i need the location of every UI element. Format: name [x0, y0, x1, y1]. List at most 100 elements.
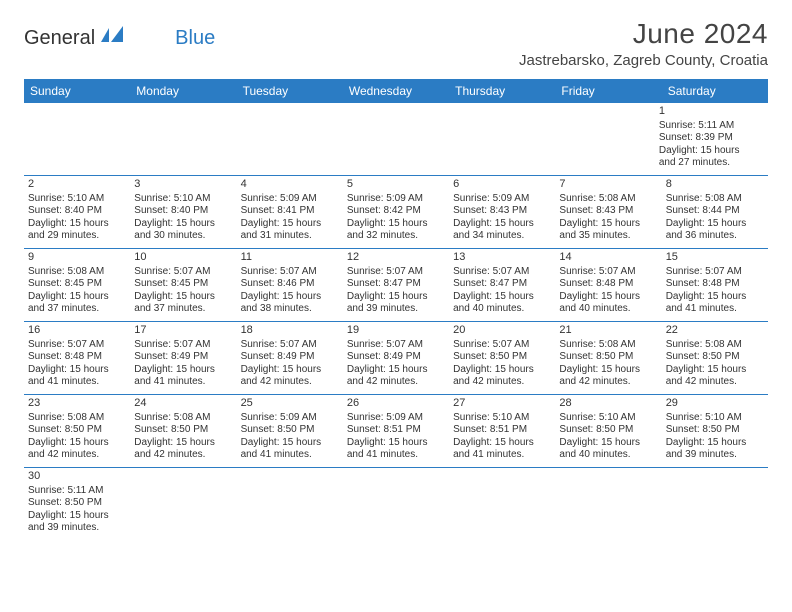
empty-cell [137, 468, 242, 540]
location-text: Jastrebarsko, Zagreb County, Croatia [519, 52, 768, 69]
month-title: June 2024 [519, 18, 768, 50]
day-cell: 6Sunrise: 5:09 AMSunset: 8:43 PMDaylight… [449, 176, 555, 248]
day-info-line: Daylight: 15 hours [28, 437, 126, 450]
empty-cell [339, 103, 444, 175]
day-info-line: Sunset: 8:49 PM [347, 351, 445, 364]
day-info-line: Sunrise: 5:11 AM [28, 485, 133, 498]
day-info-line: Sunrise: 5:07 AM [347, 266, 445, 279]
day-info-line: Daylight: 15 hours [666, 291, 764, 304]
day-info-line: Daylight: 15 hours [241, 218, 339, 231]
day-number: 18 [241, 324, 339, 338]
logo-text-blue: Blue [175, 27, 215, 50]
empty-cell [242, 468, 347, 540]
day-info-line: Sunset: 8:40 PM [134, 205, 232, 218]
empty-cell [558, 468, 663, 540]
title-block: June 2024 Jastrebarsko, Zagreb County, C… [519, 18, 768, 69]
day-cell: 26Sunrise: 5:09 AMSunset: 8:51 PMDayligh… [343, 395, 449, 467]
day-info-line: and 41 minutes. [241, 449, 339, 462]
day-info-line: Sunset: 8:50 PM [134, 424, 232, 437]
empty-cell [453, 468, 558, 540]
day-info-line: and 36 minutes. [666, 230, 764, 243]
day-info-line: Sunrise: 5:10 AM [666, 412, 764, 425]
day-info-line: Daylight: 15 hours [453, 218, 551, 231]
day-info-line: Sunrise: 5:09 AM [241, 193, 339, 206]
empty-cell [347, 468, 452, 540]
day-info-line: Sunrise: 5:07 AM [134, 339, 232, 352]
day-number: 28 [559, 397, 657, 411]
day-info-line: and 27 minutes. [659, 157, 764, 170]
day-number: 3 [134, 178, 232, 192]
day-info-line: and 42 minutes. [666, 376, 764, 389]
day-cell: 30Sunrise: 5:11 AMSunset: 8:50 PMDayligh… [24, 468, 137, 540]
day-info-line: Sunrise: 5:07 AM [666, 266, 764, 279]
day-cell: 13Sunrise: 5:07 AMSunset: 8:47 PMDayligh… [449, 249, 555, 321]
day-number: 20 [453, 324, 551, 338]
day-number: 25 [241, 397, 339, 411]
day-header: Thursday [449, 79, 555, 103]
day-cell: 20Sunrise: 5:07 AMSunset: 8:50 PMDayligh… [449, 322, 555, 394]
day-info-line: Sunset: 8:50 PM [666, 424, 764, 437]
day-number: 4 [241, 178, 339, 192]
day-cell: 16Sunrise: 5:07 AMSunset: 8:48 PMDayligh… [24, 322, 130, 394]
day-number: 2 [28, 178, 126, 192]
day-info-line: Sunrise: 5:07 AM [134, 266, 232, 279]
day-info-line: and 39 minutes. [347, 303, 445, 316]
day-info-line: Sunset: 8:46 PM [241, 278, 339, 291]
day-info-line: Sunrise: 5:08 AM [28, 266, 126, 279]
day-info-line: Sunrise: 5:08 AM [666, 193, 764, 206]
day-info-line: Sunrise: 5:08 AM [666, 339, 764, 352]
day-cell: 27Sunrise: 5:10 AMSunset: 8:51 PMDayligh… [449, 395, 555, 467]
day-info-line: Sunset: 8:43 PM [559, 205, 657, 218]
day-info-line: and 41 minutes. [347, 449, 445, 462]
day-number: 16 [28, 324, 126, 338]
day-cell: 21Sunrise: 5:08 AMSunset: 8:50 PMDayligh… [555, 322, 661, 394]
day-info-line: and 35 minutes. [559, 230, 657, 243]
day-info-line: Sunrise: 5:07 AM [241, 339, 339, 352]
day-info-line: Sunset: 8:43 PM [453, 205, 551, 218]
day-info-line: and 40 minutes. [559, 303, 657, 316]
week-row: 16Sunrise: 5:07 AMSunset: 8:48 PMDayligh… [24, 322, 768, 395]
day-cell: 2Sunrise: 5:10 AMSunset: 8:40 PMDaylight… [24, 176, 130, 248]
day-info-line: Sunrise: 5:09 AM [453, 193, 551, 206]
day-cell: 12Sunrise: 5:07 AMSunset: 8:47 PMDayligh… [343, 249, 449, 321]
day-info-line: Sunset: 8:44 PM [666, 205, 764, 218]
day-info-line: and 40 minutes. [453, 303, 551, 316]
day-info-line: and 32 minutes. [347, 230, 445, 243]
day-number: 19 [347, 324, 445, 338]
day-cell: 15Sunrise: 5:07 AMSunset: 8:48 PMDayligh… [662, 249, 768, 321]
day-cell: 9Sunrise: 5:08 AMSunset: 8:45 PMDaylight… [24, 249, 130, 321]
day-info-line: and 42 minutes. [453, 376, 551, 389]
day-number: 15 [666, 251, 764, 265]
day-info-line: Sunset: 8:50 PM [28, 424, 126, 437]
day-info-line: Daylight: 15 hours [453, 291, 551, 304]
day-info-line: Sunrise: 5:07 AM [347, 339, 445, 352]
day-info-line: Sunset: 8:50 PM [453, 351, 551, 364]
day-info-line: Daylight: 15 hours [241, 364, 339, 377]
logo-text-general: General [24, 27, 95, 50]
day-info-line: Sunrise: 5:11 AM [659, 120, 764, 133]
day-info-line: Daylight: 15 hours [559, 437, 657, 450]
day-info-line: Sunrise: 5:08 AM [28, 412, 126, 425]
week-row: 2Sunrise: 5:10 AMSunset: 8:40 PMDaylight… [24, 176, 768, 249]
day-info-line: Daylight: 15 hours [666, 364, 764, 377]
day-info-line: and 42 minutes. [559, 376, 657, 389]
day-info-line: Sunrise: 5:08 AM [134, 412, 232, 425]
day-info-line: Sunrise: 5:09 AM [347, 193, 445, 206]
day-info-line: Sunset: 8:47 PM [347, 278, 445, 291]
day-cell: 24Sunrise: 5:08 AMSunset: 8:50 PMDayligh… [130, 395, 236, 467]
day-number: 22 [666, 324, 764, 338]
day-info-line: Sunset: 8:49 PM [241, 351, 339, 364]
day-info-line: Sunset: 8:48 PM [559, 278, 657, 291]
day-info-line: Sunset: 8:51 PM [453, 424, 551, 437]
empty-cell [445, 103, 550, 175]
day-number: 21 [559, 324, 657, 338]
empty-cell [24, 103, 129, 175]
day-number: 9 [28, 251, 126, 265]
day-number: 11 [241, 251, 339, 265]
day-info-line: Daylight: 15 hours [28, 364, 126, 377]
day-info-line: Daylight: 15 hours [659, 145, 764, 158]
day-info-line: and 41 minutes. [28, 376, 126, 389]
day-info-line: Daylight: 15 hours [347, 291, 445, 304]
day-cell: 4Sunrise: 5:09 AMSunset: 8:41 PMDaylight… [237, 176, 343, 248]
day-info-line: Daylight: 15 hours [559, 291, 657, 304]
